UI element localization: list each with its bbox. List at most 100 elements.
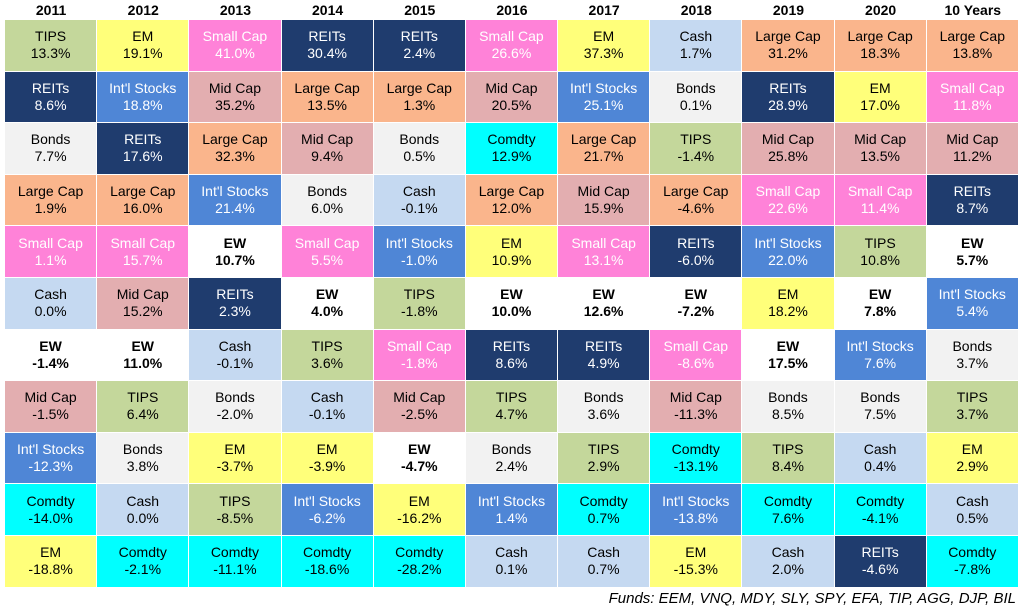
return-cell: REITs 28.9% [742,71,835,124]
return-cell: Bonds 8.5% [742,381,835,433]
return-value: 13.5% [307,96,347,113]
return-cell: Mid Cap 15.2% [97,277,190,330]
return-value: 1.9% [34,200,67,217]
return-value: -1.5% [32,406,69,423]
asset-label: Bonds [860,389,900,406]
return-cell: Cash 0.0% [5,277,98,330]
asset-label: Bonds [215,389,255,406]
return-cell: Large Cap 13.5% [281,71,374,124]
return-cell: Bonds 3.7% [926,329,1019,382]
return-cell: EM -18.8% [5,535,98,588]
return-cell: TIPS -1.4% [650,123,743,175]
return-cell: TIPS 3.6% [281,329,374,382]
return-value: 0.0% [34,303,67,320]
return-value: 7.5% [864,406,897,423]
asset-label: EM [224,441,246,458]
return-value: -28.2% [397,561,442,578]
asset-label: Cash [126,492,160,509]
asset-label: Large Cap [110,183,176,200]
return-value: -13.8% [673,509,718,526]
return-value: -14.0% [28,509,73,526]
return-value: 5.7% [956,251,989,268]
return-cell: Cash 0.0% [97,484,190,536]
return-value: -1.0% [400,251,438,268]
return-cell: EM -16.2% [373,484,466,536]
asset-label: Mid Cap [761,131,815,148]
asset-label: REITs [677,234,715,251]
asset-label: Cash [34,286,67,303]
return-cell: Comdty -2.1% [97,535,190,588]
return-cell: TIPS -1.8% [373,277,466,330]
return-value: 41.0% [215,45,255,62]
asset-label: Int'l Stocks [293,492,361,509]
asset-label: Cash [495,544,528,561]
return-cell: Bonds 7.7% [5,123,98,175]
return-cell: Comdty 0.7% [558,484,651,536]
return-cell: TIPS 4.7% [465,381,559,433]
asset-label: Mid Cap [393,389,446,406]
asset-label: EW [592,286,615,303]
return-cell: Comdty 12.9% [465,123,559,175]
return-value: 7.7% [34,148,67,165]
return-value: 22.6% [768,200,808,217]
return-value: 8.7% [956,200,989,217]
asset-label: Mid Cap [946,131,999,148]
return-cell: Int'l Stocks 7.6% [834,329,927,382]
asset-label: Mid Cap [577,183,630,200]
asset-label: EM [777,286,799,303]
return-cell: Mid Cap -1.5% [5,381,98,433]
return-cell: REITs 4.9% [558,329,651,382]
return-cell: Bonds 3.8% [97,432,190,485]
return-value: 5.4% [956,303,989,320]
asset-label: Small Cap [663,337,729,354]
return-cell: TIPS 8.4% [742,432,835,485]
return-value: 25.1% [583,96,624,113]
year-header: 2016 [496,2,528,18]
return-value: -0.1% [400,200,438,217]
return-cell: Int'l Stocks 1.4% [465,484,559,536]
asset-label: EW [961,234,984,251]
return-value: -7.8% [954,561,991,578]
asset-label: EW [407,441,431,458]
return-value: 3.7% [956,354,989,371]
return-cell: REITs 2.3% [189,277,282,330]
asset-label: EM [40,544,62,561]
return-cell: TIPS 6.4% [97,381,190,433]
return-value: -4.1% [861,509,899,526]
asset-label: Bonds [399,131,440,148]
return-cell: EM 37.3% [558,20,651,72]
return-cell: REITs 30.4% [281,20,374,72]
return-cell: Comdty 7.6% [742,484,835,536]
return-value: 13.5% [860,148,900,165]
return-value: 13.1% [583,251,624,268]
asset-label: REITs [31,79,70,96]
return-cell: Large Cap -4.6% [650,174,743,227]
return-value: 32.3% [215,148,255,165]
asset-label: Comdty [579,492,628,509]
asset-label: REITs [492,337,531,354]
asset-label: Comdty [302,544,352,561]
return-value: 1.7% [679,45,712,62]
asset-label: Comdty [395,544,444,561]
return-cell: Mid Cap 15.9% [558,174,651,227]
asset-label: Cash [955,492,989,509]
year-header: 2020 [865,2,897,18]
return-cell: EW -7.2% [650,277,743,330]
asset-label: TIPS [772,441,804,458]
asset-label: REITs [953,183,991,200]
return-cell: Cash 0.4% [834,432,927,485]
return-cell: EM 19.1% [97,20,190,72]
return-value: -8.6% [677,354,715,371]
return-cell: EM -3.7% [189,432,282,485]
return-cell: Small Cap 1.1% [5,226,98,278]
return-value: 2.4% [403,45,436,62]
return-cell: Comdty -4.1% [834,484,927,536]
asset-label: Small Cap [386,337,452,354]
asset-label: Bonds [491,441,532,458]
return-value: -4.6% [677,200,715,217]
asset-class-returns-table: 2011 2012 2013 2014 2015 2016 2017 2018 2019 2020… [5,2,1019,588]
return-cell: EW -1.4% [5,329,98,382]
return-value: 10.9% [491,251,532,268]
asset-label: EW [315,286,339,303]
asset-label: Bonds [675,79,716,96]
